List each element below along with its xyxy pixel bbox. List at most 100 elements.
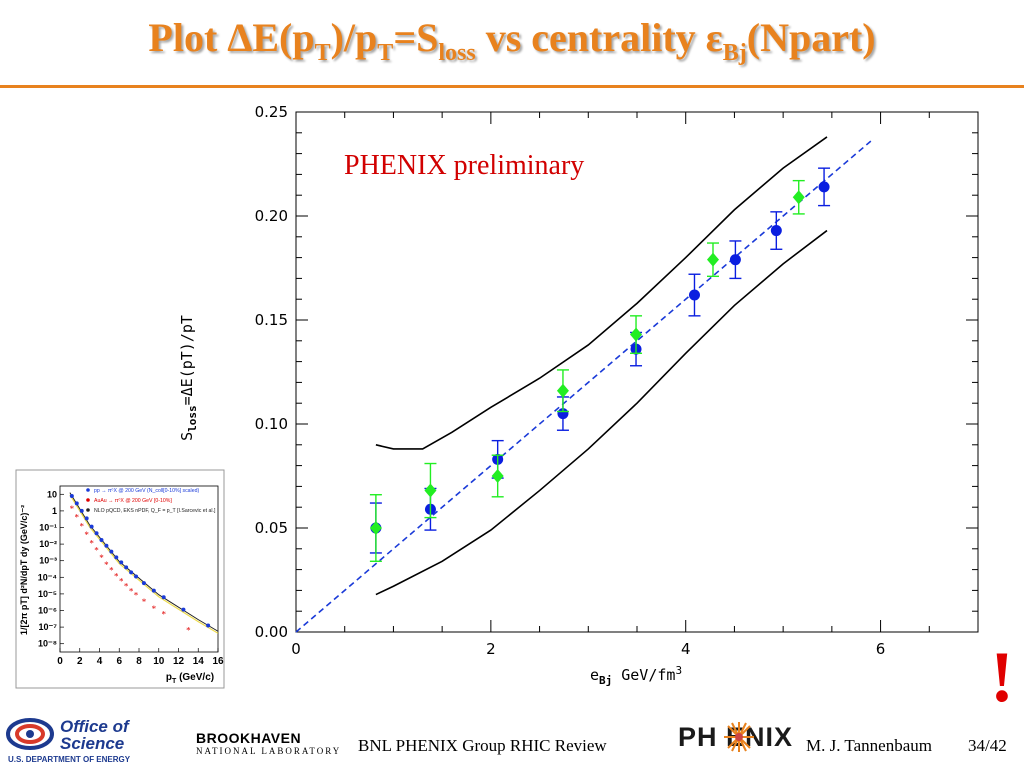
inset-legend-marker: [86, 498, 90, 502]
inset-auau-point: *: [70, 504, 75, 514]
inset-pp-point: [94, 531, 99, 536]
phenix-bird-icon: [724, 722, 754, 752]
inset-auau-point: *: [94, 546, 99, 556]
inset-auau-point: *: [104, 560, 109, 570]
data-point-diamond: [556, 383, 569, 398]
inset-x-tick-label: 10: [153, 656, 165, 667]
inset-x-axis-label: pT (GeV/c): [166, 672, 214, 685]
inset-x-tick-label: 6: [116, 656, 122, 667]
inset-auau-point: *: [114, 571, 119, 581]
inset-y-tick-label: 10⁻³: [39, 556, 57, 566]
inset-pp-point: [119, 560, 124, 565]
inset-y-tick-label: 1: [52, 506, 57, 516]
inset-y-tick-label: 10⁻⁵: [38, 589, 57, 599]
inset-y-tick-label: 10: [47, 489, 57, 499]
brookhaven-logo: BROOKHAVEN NATIONAL LABORATORY: [196, 730, 341, 756]
inset-pp-point: [181, 607, 186, 612]
band-lower-curve: [375, 229, 828, 596]
inset-x-tick-label: 2: [77, 656, 83, 667]
inset-auau-point: *: [134, 591, 139, 601]
x-tick-label: 0: [291, 640, 301, 658]
x-tick-label: 6: [876, 640, 886, 658]
chart-annotation: PHENIX preliminary: [344, 150, 584, 181]
page-number: 34/42: [968, 736, 1007, 755]
inset-pp-point: [84, 516, 89, 521]
inset-y-tick-label: 10⁻⁸: [38, 639, 57, 649]
inset-pp-point: [69, 493, 74, 498]
x-tick-label: 2: [486, 640, 496, 658]
inset-pp-point: [141, 581, 146, 586]
slide-title: Plot ΔE(pT)/pT=Sloss vs centrality εBj(N…: [148, 15, 876, 66]
data-point-circle: [818, 181, 830, 193]
y-tick-label: 0.25: [255, 103, 288, 121]
inset-legend-entry: pp → π⁰X @ 200 GeV (N_coll[0-10%] scaled…: [94, 488, 199, 494]
y-tick-label: 0.05: [255, 519, 288, 537]
bnl-logo-line1: BROOKHAVEN: [196, 730, 302, 746]
inset-pp-point: [134, 574, 139, 579]
y-tick-label: 0.00: [255, 623, 288, 641]
inset-x-tick-label: 8: [136, 656, 142, 667]
inset-x-label-part: (GeV/c): [176, 672, 214, 683]
inset-auau-point: *: [84, 530, 89, 540]
data-point-diamond: [424, 483, 437, 498]
footer-group: BNL PHENIX Group RHIC Review: [358, 736, 607, 755]
inset-auau-point: *: [119, 576, 124, 586]
doe-logo-line3: U.S. DEPARTMENT OF ENERGY: [8, 755, 131, 764]
inset-auau-point: *: [142, 597, 147, 607]
inset-auau-point: *: [99, 553, 104, 563]
y-tick-label: 0.20: [255, 207, 288, 225]
inset-pp-point: [114, 555, 119, 560]
inset-y-tick-label: 10⁻⁴: [38, 572, 57, 582]
inset-x-tick-label: 12: [173, 656, 185, 667]
inset-pp-point: [151, 588, 156, 593]
inset-pp-point: [104, 543, 109, 548]
data-point-diamond: [491, 469, 504, 483]
exclamation-mark: !: [990, 637, 1014, 717]
data-point-circle: [729, 254, 741, 266]
inset-x-tick-label: 14: [193, 656, 205, 667]
inset-legend-entry: NLO pQCD, EKS nPDF, Q_F = p_T [I.Sarcevi…: [94, 508, 216, 514]
y-tick-label: 0.15: [255, 311, 288, 329]
data-point-diamond: [630, 327, 643, 342]
inset-pp-point: [79, 508, 84, 513]
phenix-logo: PH ENIX: [678, 722, 793, 753]
inset-auau-point: *: [129, 586, 134, 596]
inset-pp-point: [124, 565, 129, 570]
data-point-circle: [688, 289, 700, 301]
inset-legend-entry: AuAu → π⁰X @ 200 GeV [0-10%]: [94, 498, 172, 504]
inset-pp-point: [129, 570, 134, 575]
inset-x-label-part: T: [172, 678, 177, 685]
inset-pp-point: [74, 501, 79, 506]
inset-legend-marker: [86, 488, 90, 492]
data-point-diamond: [792, 190, 805, 205]
inset-pp-point: [206, 623, 211, 628]
band-upper-curve: [375, 136, 828, 450]
inset-auau-point: *: [186, 625, 191, 635]
inset-pp-point: [89, 524, 94, 529]
inset-y-tick-label: 10⁻²: [39, 539, 57, 549]
inset-x-tick-label: 16: [212, 656, 224, 667]
inset-x-tick-label: 0: [57, 656, 63, 667]
inset-y-axis-label: 1/[2π pT] d²N/dpT dy (GeV/c)⁻²: [19, 505, 29, 635]
x-axis-label: eBj GeV/fm3: [590, 664, 682, 687]
inset-pp-point: [109, 549, 114, 554]
inset-x-tick-label: 4: [97, 656, 103, 667]
inset-y-tick-label: 10⁻⁷: [39, 622, 58, 632]
inset-auau-point: *: [89, 538, 94, 548]
inset-pp-point: [99, 537, 104, 542]
bnl-logo-line2: NATIONAL LABORATORY: [196, 746, 342, 756]
footer-author: M. J. Tannenbaum: [806, 736, 932, 755]
data-point-diamond: [706, 252, 719, 267]
inset-auau-point: *: [161, 610, 166, 620]
inset-legend-marker: [86, 508, 90, 512]
y-tick-label: 0.10: [255, 415, 288, 433]
inset-spectrum-chart: 0 2 4 6 8 10 12 14 16 10 1 10⁻¹ 10⁻² 10⁻³ 10⁻⁴ 10⁻⁵ 10⁻⁶…: [15, 469, 225, 689]
doe-swirl-icon: [6, 718, 54, 750]
inset-auau-point: *: [152, 604, 157, 614]
inset-y-tick-label: 10⁻¹: [39, 523, 57, 533]
inset-auau-point: *: [79, 522, 84, 532]
data-point-diamond: [369, 521, 382, 535]
main-plot-area: 0 2 4 6 0.00 0.05 0.10 0.15 0.20 0.25: [255, 103, 979, 658]
title-underline: [0, 85, 1024, 88]
x-tick-label: 4: [681, 640, 691, 658]
